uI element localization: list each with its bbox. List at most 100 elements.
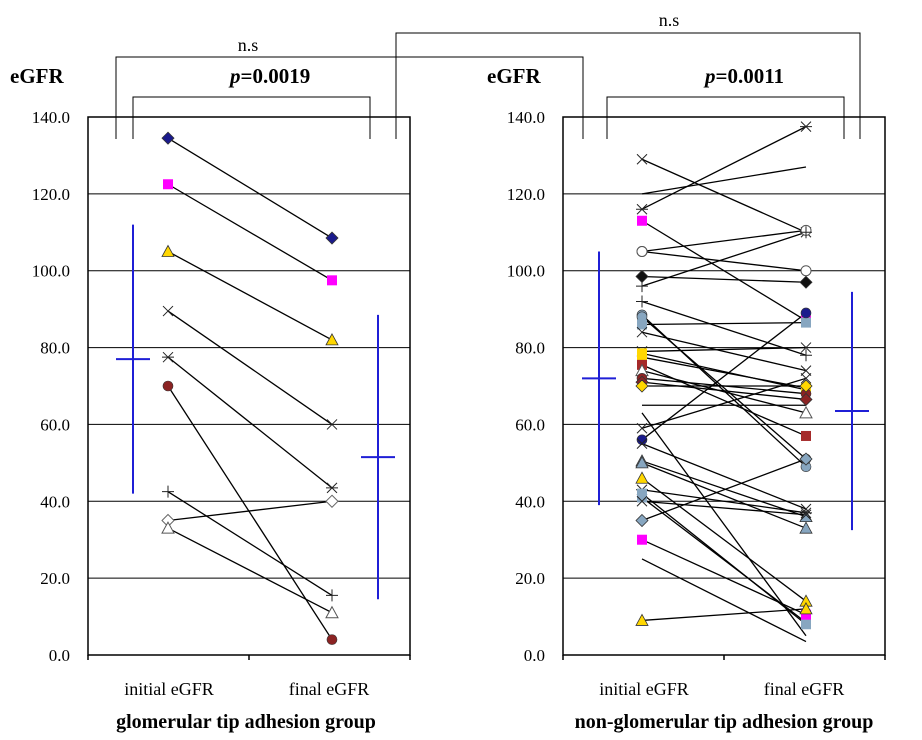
ns-label-initial: n.s <box>238 35 259 55</box>
patient-line <box>641 608 807 622</box>
patient-line <box>641 312 807 441</box>
x-category-label: final eGFR <box>764 679 845 699</box>
initial-egfr-point <box>162 305 174 317</box>
final-egfr-point <box>801 617 811 628</box>
initial-egfr-point <box>636 422 648 434</box>
final-egfr-point <box>799 392 813 407</box>
significance-bracket <box>132 96 371 139</box>
x-category-label: initial eGFR <box>599 679 689 699</box>
y-axis-title: eGFR <box>487 64 541 88</box>
initial-egfr-point <box>637 215 647 226</box>
y-axis-title: eGFR <box>10 64 64 88</box>
patient-line <box>167 310 333 425</box>
plot-frame <box>87 116 411 656</box>
patient-line <box>167 356 333 489</box>
y-tick-label: 40.0 <box>40 492 70 511</box>
p-symbol: p <box>703 64 716 88</box>
y-tick-label: 0.0 <box>49 646 70 665</box>
y-tick-label: 0.0 <box>524 646 545 665</box>
patient-line <box>641 231 807 287</box>
ns-bracket-initial <box>115 56 584 139</box>
initial-egfr-point <box>163 179 173 190</box>
initial-egfr-point <box>636 246 648 257</box>
y-tick-label: 120.0 <box>32 185 70 204</box>
patient-line <box>641 166 807 195</box>
initial-egfr-point <box>162 351 174 363</box>
patient-line <box>641 412 807 637</box>
initial-egfr-point <box>636 438 648 449</box>
final-egfr-point <box>801 430 811 441</box>
initial-egfr-point <box>636 495 648 507</box>
patient-line <box>641 352 807 391</box>
final-egfr-point <box>800 503 812 515</box>
final-egfr-point <box>799 379 813 393</box>
initial-egfr-point <box>162 380 174 392</box>
final-egfr-point <box>325 605 339 619</box>
final-egfr-point <box>800 372 812 384</box>
final-egfr-point <box>799 452 813 466</box>
final-egfr-point <box>800 507 812 519</box>
initial-egfr-point <box>636 326 648 338</box>
final-egfr-point <box>800 342 812 353</box>
initial-egfr-point <box>636 153 648 165</box>
patient-line <box>641 377 807 429</box>
y-tick-label: 100.0 <box>507 262 545 281</box>
initial-egfr-point <box>161 521 175 534</box>
patient-line <box>167 385 333 640</box>
patient-line <box>167 491 333 596</box>
initial-egfr-point <box>636 203 648 215</box>
final-egfr-point <box>326 419 338 430</box>
patient-line <box>641 558 807 643</box>
patient-line <box>641 346 807 353</box>
significance-bracket <box>606 96 845 139</box>
patient-line <box>641 220 807 322</box>
patient-line <box>641 443 807 510</box>
patient-line <box>641 539 807 616</box>
initial-egfr-point <box>636 434 648 446</box>
p-value-label: p=0.0011 <box>703 64 784 88</box>
initial-egfr-point <box>162 485 174 498</box>
patient-line <box>641 458 807 522</box>
initial-egfr-point <box>635 613 649 626</box>
ns-bracket-final <box>395 32 861 139</box>
y-tick-label: 80.0 <box>515 339 545 358</box>
final-egfr-point <box>800 349 812 362</box>
patient-line <box>641 477 807 602</box>
y-tick-label: 60.0 <box>40 415 70 434</box>
patient-line <box>641 321 807 326</box>
p-symbol: p <box>228 64 241 88</box>
y-tick-label: 100.0 <box>32 262 70 281</box>
patient-lines <box>641 126 807 643</box>
patient-line <box>641 331 807 372</box>
y-tick-label: 20.0 <box>515 569 545 588</box>
final-egfr-point <box>800 121 812 132</box>
y-tick-label: 40.0 <box>515 492 545 511</box>
y-tick-label: 80.0 <box>40 339 70 358</box>
p-value: =0.0011 <box>716 64 785 88</box>
initial-egfr-point <box>635 471 649 484</box>
y-tick-label: 20.0 <box>40 569 70 588</box>
final-egfr-point <box>801 317 811 328</box>
x-category-label: initial eGFR <box>124 679 214 699</box>
final-egfr-point <box>325 494 339 508</box>
final-egfr-point <box>799 275 813 289</box>
initial-egfr-point <box>635 456 649 469</box>
patient-markers <box>635 121 813 630</box>
x-category-label: final eGFR <box>289 679 370 699</box>
patient-line <box>167 183 333 281</box>
patient-line <box>641 489 807 514</box>
final-egfr-point <box>327 275 337 286</box>
y-tick-label: 140.0 <box>32 108 70 127</box>
final-egfr-point <box>800 226 812 239</box>
patient-line <box>641 316 807 460</box>
patient-line <box>167 250 333 341</box>
final-egfr-point <box>799 521 813 534</box>
final-egfr-point <box>801 609 811 620</box>
initial-egfr-point <box>635 513 649 528</box>
y-tick-label: 120.0 <box>507 185 545 204</box>
patient-line <box>641 126 807 210</box>
final-egfr-point <box>326 589 338 602</box>
p-value-label: p=0.0019 <box>228 64 310 88</box>
group-title: glomerular tip adhesion group <box>116 711 376 733</box>
